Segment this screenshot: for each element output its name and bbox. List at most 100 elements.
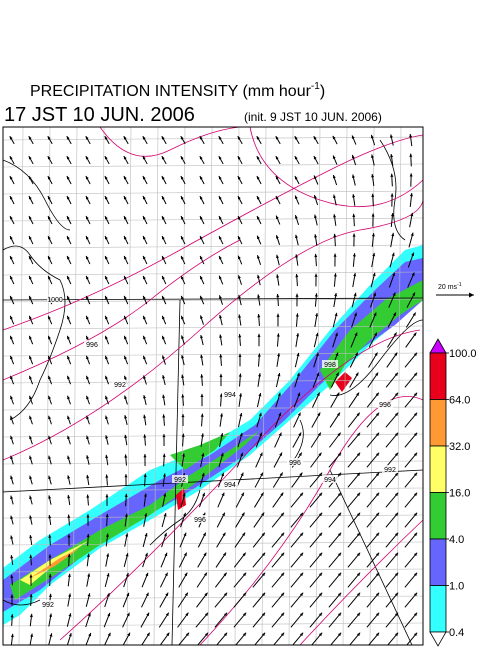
wind-scale-label: 20 ms-1 — [438, 282, 462, 291]
wind-arrow — [328, 552, 342, 568]
wind-arrow-head — [258, 392, 262, 397]
pressure-contour — [3, 199, 423, 461]
wind-arrow-head — [162, 453, 166, 457]
colorbar-label: 1.0 — [449, 581, 464, 593]
wind-arrow-head — [105, 255, 108, 260]
wind-arrow-head — [204, 612, 209, 617]
wind-arrow-head — [162, 473, 166, 477]
wind-arrow-head — [317, 432, 321, 437]
wind-arrow-head — [336, 412, 340, 417]
wind-arrow-head — [86, 415, 90, 420]
wind-arrow-head — [261, 552, 266, 557]
wind-arrow-head — [29, 335, 32, 340]
grid-line — [3, 190, 423, 195]
wind-arrow-head — [279, 472, 283, 477]
wind-arrow-head — [337, 532, 342, 537]
grid-line — [3, 325, 423, 330]
contour-label: 996 — [289, 460, 301, 467]
wind-arrow-head — [375, 432, 380, 437]
coastline — [379, 139, 406, 241]
wind-arrow-head — [48, 355, 51, 360]
wind-arrow-head — [86, 355, 89, 360]
wind-arrow — [385, 472, 399, 488]
wind-arrow — [271, 572, 285, 588]
wind-arrow-head — [318, 592, 323, 597]
wind-arrow-head — [296, 333, 300, 337]
wind-arrow-head — [10, 375, 13, 380]
wind-arrow-head — [48, 534, 52, 538]
wind-arrow-head — [30, 633, 34, 637]
wind-arrow-head — [410, 232, 414, 237]
wind-arrow-head — [280, 632, 285, 637]
wind-arrow-head — [68, 633, 72, 637]
wind-arrow-head — [256, 255, 260, 259]
wind-arrow-head — [375, 532, 380, 537]
wind-arrow-head — [181, 295, 184, 300]
wind-arrow-head — [105, 494, 109, 498]
wind-arrow-head — [411, 252, 415, 257]
wind-arrow-head — [317, 412, 321, 417]
wind-arrow-head — [238, 314, 242, 318]
wind-arrow-head — [256, 176, 260, 180]
wind-arrow-head — [314, 293, 318, 297]
wind-arrow-head — [280, 612, 285, 617]
wind-arrow-head — [164, 572, 168, 577]
wind-arrow-head — [276, 313, 280, 317]
wind-arrow-head — [219, 354, 223, 358]
wind-arrow-head — [240, 452, 244, 457]
wind-arrow-head — [334, 293, 338, 297]
wind-scale-head — [469, 292, 474, 298]
wind-arrow — [309, 592, 323, 608]
wind-arrow-head — [29, 295, 32, 300]
wind-arrow-head — [162, 394, 166, 399]
pressure-contour — [3, 239, 241, 381]
wind-arrow-head — [204, 632, 209, 637]
wind-arrow-head — [335, 352, 339, 357]
wind-arrow — [290, 612, 304, 628]
wind-arrow-head — [203, 572, 207, 577]
wind-arrow-head — [318, 552, 323, 557]
wind-arrow-head — [256, 215, 260, 220]
wind-arrow-head — [313, 136, 317, 140]
wind-arrow — [366, 552, 380, 568]
wind-arrow-head — [375, 412, 380, 417]
wind-arrow-head — [333, 253, 337, 257]
pressure-contour — [299, 519, 423, 645]
wind-arrow — [366, 532, 380, 548]
colorbar-segment — [429, 352, 447, 400]
wind-arrow-head — [221, 512, 225, 517]
wind-arrow-head — [10, 555, 14, 559]
wind-arrow-head — [10, 614, 14, 618]
wind-arrow-head — [142, 136, 146, 140]
wind-arrow-head — [48, 475, 52, 480]
wind-arrow-head — [48, 593, 52, 598]
wind-arrow — [309, 572, 323, 588]
wind-arrow-head — [218, 195, 222, 200]
wind-arrow — [404, 572, 418, 588]
wind-arrow-head — [240, 472, 244, 477]
wind-arrow-head — [47, 195, 51, 200]
wind-arrow — [366, 592, 380, 608]
wind-arrow-head — [125, 572, 129, 577]
wind-arrow-head — [48, 375, 51, 380]
wind-arrow — [366, 572, 380, 588]
wind-arrow-head — [143, 395, 147, 399]
wind-arrow-head — [66, 156, 70, 160]
wind-arrow-head — [356, 552, 361, 557]
wind-arrow-head — [162, 275, 165, 280]
wind-arrow — [290, 572, 304, 588]
wind-arrow-head — [410, 212, 414, 217]
wind-arrow-head — [201, 453, 205, 457]
wind-arrow-head — [413, 332, 417, 337]
wind-arrow — [328, 612, 342, 628]
wind-arrow-head — [181, 433, 185, 437]
wind-arrow-head — [142, 156, 146, 160]
wind-arrow-head — [86, 395, 89, 400]
wind-arrow-head — [125, 553, 129, 557]
pressure-contour — [249, 127, 423, 208]
wind-arrow-head — [199, 136, 203, 140]
wind-arrow-head — [143, 295, 146, 300]
wind-arrow — [309, 552, 323, 568]
wind-arrow-head — [280, 492, 284, 497]
wind-arrow-head — [352, 253, 356, 257]
